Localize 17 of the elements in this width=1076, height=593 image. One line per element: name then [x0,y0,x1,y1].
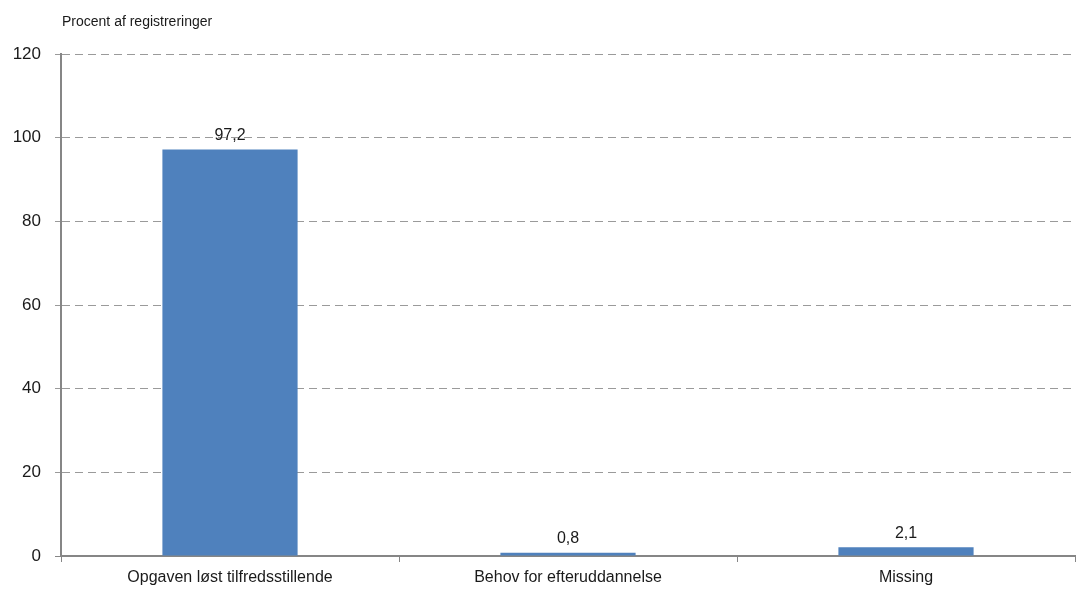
y-tick-label: 60 [22,294,41,314]
data-label: 2,1 [894,523,918,541]
y-axis-title: Procent af registreringer [62,12,213,29]
x-tick-label: Missing [878,568,934,586]
y-tick-label: 20 [22,462,41,482]
y-tick-label: 40 [22,378,41,398]
y-tick-label: 80 [22,211,41,231]
bar [162,149,298,556]
y-tick-label: 100 [12,127,41,147]
data-label: 97,2 [214,125,246,143]
data-label: 0,8 [556,529,580,547]
x-tick-label: Opgaven løst tilfredsstillende [127,568,333,586]
y-tick-label: 120 [12,43,41,63]
bar [838,547,974,556]
bar [500,552,636,556]
x-tick-label: Behov for efteruddannelse [474,568,662,586]
y-tick-label: 0 [31,545,41,565]
